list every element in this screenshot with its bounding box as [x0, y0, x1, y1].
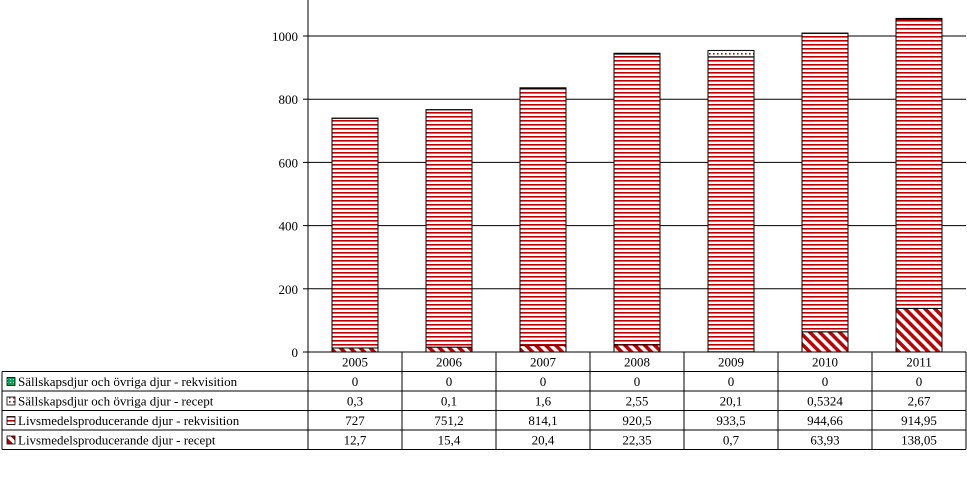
- bar-segment-2008-series-3: [613, 344, 661, 353]
- category-label: 2011: [906, 355, 932, 370]
- data-label: 0: [822, 374, 829, 389]
- bar-segment-2008-series-2: [613, 53, 661, 346]
- series-name: Sällskapsdjur och övriga djur - rekvisit…: [18, 374, 238, 389]
- data-label: 933,5: [716, 413, 745, 428]
- legend-key: [6, 377, 16, 386]
- data-label: 63,93: [810, 433, 839, 448]
- bar-segment-2009-series-1: [707, 49, 755, 58]
- data-label: 1,6: [535, 394, 552, 409]
- data-label: 0: [352, 374, 359, 389]
- data-label: 0: [446, 374, 453, 389]
- y-tick-label: 0: [292, 345, 299, 360]
- y-tick-label: 1000: [272, 29, 298, 44]
- bar-segment-2005-series-2: [331, 117, 379, 349]
- bar-segment-2005-series-3: [331, 347, 379, 353]
- bar-segment-2006-series-2: [425, 109, 473, 348]
- data-table: 2005 2006 2007 2008 2009 2010 2011 Sällskapsdju…: [1, 351, 967, 450]
- data-label: 814,1: [528, 413, 557, 428]
- data-label: 0: [540, 374, 547, 389]
- legend-key: [6, 435, 16, 445]
- category-label: 2005: [342, 355, 368, 370]
- data-label: 0,7: [723, 433, 740, 448]
- data-label: 0,3: [347, 394, 363, 409]
- bar-segment-2009-series-2: [707, 56, 755, 353]
- bar-segment-2010-series-3: [801, 331, 849, 353]
- series-name: Livsmedelsproducerande djur - recept: [18, 433, 216, 448]
- data-label: 0,1: [441, 394, 457, 409]
- y-tick-label: 600: [279, 155, 299, 170]
- series-name: Sällskapsdjur och övriga djur - recept: [18, 394, 214, 409]
- category-label: 2006: [436, 355, 463, 370]
- series-name: Livsmedelsproducerande djur - rekvisitio…: [18, 413, 240, 428]
- bar-segment-2011-series-2: [895, 18, 943, 309]
- category-label: 2009: [718, 355, 744, 370]
- y-tick-label: 800: [279, 92, 299, 107]
- category-label: 2007: [530, 355, 557, 370]
- bars: [331, 17, 943, 353]
- category-label: 2008: [624, 355, 650, 370]
- data-label: 2,55: [626, 394, 649, 409]
- data-label: 138,05: [901, 433, 937, 448]
- bar-segment-2008-series-1: [613, 52, 661, 55]
- bar-segment-2011-series-3: [895, 307, 943, 353]
- data-label: 20,4: [532, 433, 555, 448]
- data-label: 22,35: [622, 433, 651, 448]
- data-label: 727: [345, 413, 365, 428]
- data-label: 12,7: [344, 433, 367, 448]
- legend-key: [6, 396, 16, 406]
- data-label: 0,5324: [807, 394, 843, 409]
- data-label: 0: [634, 374, 641, 389]
- bar-segment-2011-series-1: [895, 17, 943, 20]
- legend-key: [6, 416, 16, 425]
- data-label: 0: [916, 374, 923, 389]
- y-axis: 0 200 400 600 800 1000: [272, 0, 309, 360]
- bar-segment-2010-series-2: [801, 32, 849, 333]
- data-label: 0: [728, 374, 735, 389]
- category-label: 2010: [812, 355, 838, 370]
- y-tick-label: 400: [279, 219, 299, 234]
- data-label: 15,4: [438, 433, 461, 448]
- data-label: 751,2: [434, 413, 463, 428]
- bar-segment-2007-series-1: [519, 87, 567, 89]
- data-label: 20,1: [720, 394, 743, 409]
- data-label: 920,5: [622, 413, 651, 428]
- data-label: 944,66: [807, 413, 843, 428]
- data-label: 914,95: [901, 413, 937, 428]
- bar-segment-2006-series-3: [425, 346, 473, 353]
- bar-segment-2007-series-3: [519, 345, 567, 353]
- data-label: 2,67: [908, 394, 931, 409]
- y-tick-label: 200: [279, 282, 299, 297]
- bar-segment-2007-series-2: [519, 87, 567, 347]
